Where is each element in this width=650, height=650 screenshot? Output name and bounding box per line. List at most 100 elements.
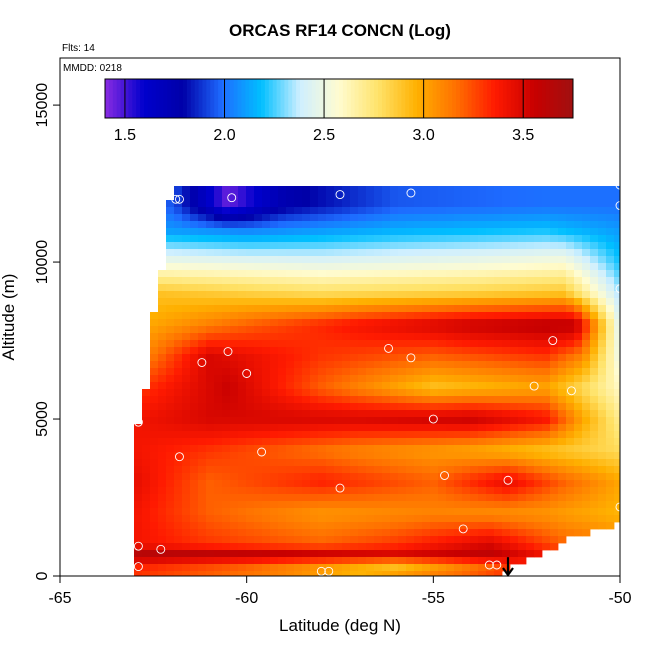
heatmap-cell: [206, 417, 215, 425]
heatmap-cell: [510, 340, 519, 348]
heatmap-cell: [254, 424, 263, 432]
heatmap-cell: [518, 515, 527, 523]
heatmap-cell: [174, 473, 183, 481]
heatmap-cell: [206, 550, 215, 558]
heatmap-cell: [214, 340, 223, 348]
colorbar-segment: [218, 79, 223, 118]
heatmap-cell: [206, 228, 215, 236]
heatmap-cell: [598, 256, 607, 264]
heatmap-cell: [494, 571, 503, 577]
heatmap-cell: [550, 228, 559, 236]
heatmap-cell: [502, 424, 511, 432]
heatmap-cell: [150, 417, 159, 425]
heatmap-cell: [190, 529, 199, 537]
heatmap-cell: [574, 298, 583, 306]
heatmap-cell: [382, 305, 391, 313]
heatmap-cell: [590, 424, 599, 432]
heatmap-cell: [422, 361, 431, 369]
heatmap-cell: [478, 277, 487, 285]
heatmap-cell: [486, 452, 495, 460]
heatmap-cell: [350, 466, 359, 474]
heatmap-cell: [510, 550, 519, 558]
heatmap-cell: [158, 543, 167, 551]
heatmap-cell: [342, 543, 351, 551]
heatmap-cell: [614, 305, 621, 313]
heatmap-cell: [326, 389, 335, 397]
heatmap-cell: [302, 375, 311, 383]
heatmap-cell: [390, 431, 399, 439]
colorbar-segment: [526, 79, 531, 118]
heatmap-cell: [558, 431, 567, 439]
heatmap-cell: [278, 207, 287, 215]
heatmap-cell: [214, 312, 223, 320]
heatmap-cell: [382, 459, 391, 467]
heatmap-cell: [270, 333, 279, 341]
heatmap-cell: [566, 501, 575, 509]
heatmap-cell: [166, 438, 175, 446]
heatmap-cell: [454, 291, 463, 299]
heatmap-cell: [390, 256, 399, 264]
heatmap-cell: [302, 361, 311, 369]
heatmap-cell: [214, 529, 223, 537]
heatmap-cell: [582, 354, 591, 362]
heatmap-cell: [246, 326, 255, 334]
heatmap-cell: [606, 438, 615, 446]
heatmap-cell: [214, 508, 223, 516]
heatmap-cell: [558, 522, 567, 530]
heatmap-cell: [438, 452, 447, 460]
heatmap-cell: [430, 508, 439, 516]
heatmap-cell: [438, 284, 447, 292]
heatmap-cell: [222, 410, 231, 418]
heatmap-cell: [310, 361, 319, 369]
heatmap-cell: [398, 515, 407, 523]
heatmap-cell: [254, 354, 263, 362]
heatmap-cell: [238, 256, 247, 264]
heatmap-cell: [446, 305, 455, 313]
heatmap-cell: [286, 354, 295, 362]
heatmap-cell: [534, 193, 543, 201]
heatmap-cell: [254, 256, 263, 264]
colorbar-segment: [389, 79, 395, 118]
heatmap-cell: [486, 298, 495, 306]
heatmap-cell: [262, 200, 271, 208]
heatmap-cell: [222, 424, 231, 432]
heatmap-cell: [286, 396, 295, 404]
heatmap-cell: [414, 550, 423, 558]
heatmap-cell: [550, 298, 559, 306]
heatmap-cell: [278, 186, 287, 194]
heatmap-cell: [158, 515, 167, 523]
heatmap-cell: [502, 256, 511, 264]
heatmap-cell: [182, 270, 191, 278]
heatmap-cell: [374, 277, 383, 285]
heatmap-cell: [406, 508, 415, 516]
heatmap-cell: [518, 452, 527, 460]
heatmap-cell: [166, 270, 175, 278]
heatmap-cell: [350, 333, 359, 341]
heatmap-cell: [518, 410, 527, 418]
heatmap-cell: [438, 214, 447, 222]
heatmap-cell: [542, 207, 551, 215]
heatmap-cell: [438, 354, 447, 362]
heatmap-cell: [614, 396, 621, 404]
heatmap-cell: [510, 270, 519, 278]
colorbar-segment: [159, 79, 164, 118]
heatmap-cell: [598, 508, 607, 516]
heatmap-cell: [494, 312, 503, 320]
heatmap-cell: [454, 403, 463, 411]
heatmap-cell: [246, 424, 255, 432]
colorbar-segment: [112, 79, 118, 118]
heatmap-cell: [206, 263, 215, 271]
heatmap-cell: [326, 396, 335, 404]
heatmap-cell: [446, 249, 455, 257]
heatmap-cell: [214, 543, 223, 551]
heatmap-cell: [438, 515, 447, 523]
heatmap-cell: [182, 263, 191, 271]
heatmap-cell: [414, 186, 423, 194]
heatmap-cell: [262, 410, 271, 418]
heatmap-cell: [350, 522, 359, 530]
heatmap-cell: [422, 277, 431, 285]
heatmap-cell: [214, 235, 223, 243]
heatmap-cell: [438, 200, 447, 208]
heatmap-cell: [254, 396, 263, 404]
heatmap-cell: [582, 242, 591, 250]
